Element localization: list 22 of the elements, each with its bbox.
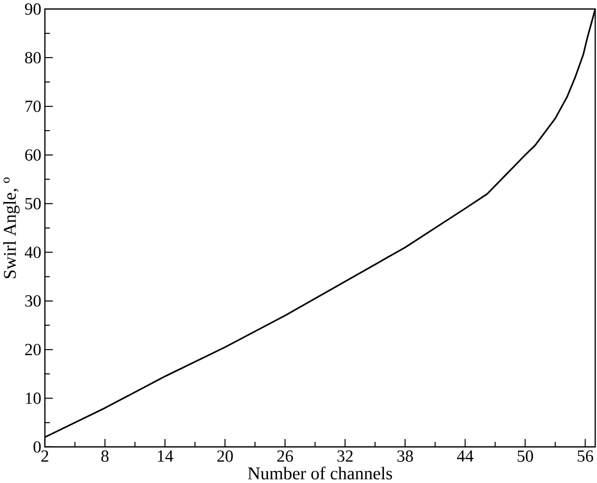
x-tick-label: 44 xyxy=(457,450,474,462)
y-tick-label: 60 xyxy=(25,149,41,161)
y-tick-label: 50 xyxy=(25,198,41,210)
y-tick-label: 30 xyxy=(25,295,41,307)
y-tick-label: 80 xyxy=(25,52,41,64)
x-tick-label: 14 xyxy=(158,450,174,462)
y-tick-label: 20 xyxy=(25,344,41,356)
x-tick-label: 38 xyxy=(397,450,413,462)
x-axis-title: Number of channels xyxy=(248,466,392,480)
x-tick-label: 8 xyxy=(101,450,109,462)
y-tick-label: 90 xyxy=(25,3,41,15)
x-tick-label: 56 xyxy=(578,450,594,462)
x-tick-label: 50 xyxy=(518,450,534,462)
y-tick-label: 40 xyxy=(24,246,41,258)
y-tick-label: 10 xyxy=(26,392,41,404)
y-axis-title: Swirl Angle, $^{o}$ xyxy=(3,178,20,278)
x-tick-label: 26 xyxy=(277,450,293,462)
x-tick-label: 20 xyxy=(217,450,233,462)
y-tick-label: 0 xyxy=(34,441,41,453)
x-tick-label: 2 xyxy=(41,450,48,462)
x-tick-label: 32 xyxy=(337,450,353,462)
y-tick-label: 70 xyxy=(26,100,41,112)
